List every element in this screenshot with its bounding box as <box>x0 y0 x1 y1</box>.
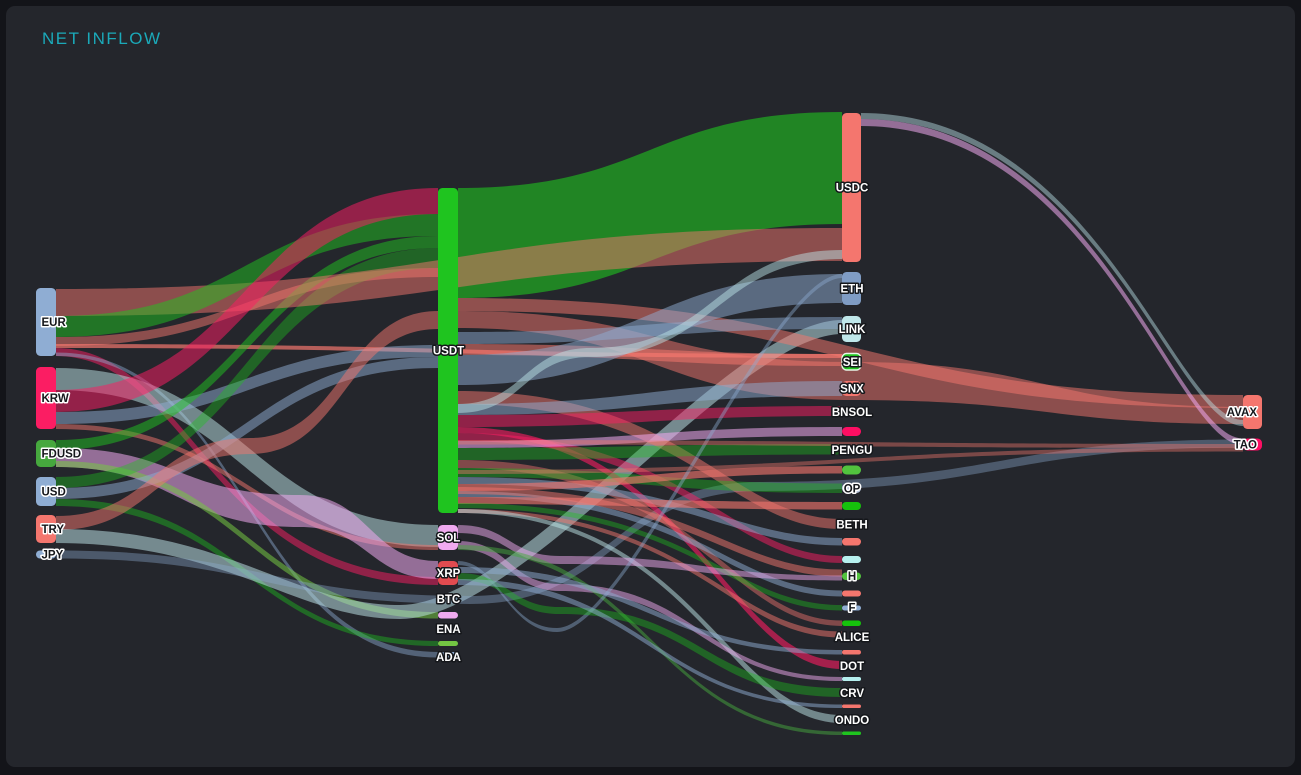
svg-text:BNSOL: BNSOL <box>832 407 872 419</box>
svg-text:LINK: LINK <box>839 324 867 336</box>
svg-text:AVAX: AVAX <box>1227 407 1258 419</box>
svg-text:OP: OP <box>844 484 861 496</box>
svg-text:ETH: ETH <box>841 284 864 296</box>
svg-text:KRW: KRW <box>42 393 69 405</box>
svg-text:USDT: USDT <box>433 346 464 358</box>
svg-text:FDUSD: FDUSD <box>42 449 82 461</box>
svg-text:ALICE: ALICE <box>835 632 870 644</box>
svg-text:JPY: JPY <box>42 550 64 562</box>
svg-text:NET INFLOW: NET INFLOW <box>42 29 162 48</box>
svg-text:BTC: BTC <box>437 594 461 606</box>
svg-text:ONDO: ONDO <box>835 715 870 727</box>
svg-text:EUR: EUR <box>42 317 67 329</box>
svg-text:F: F <box>848 603 855 615</box>
svg-text:SNX: SNX <box>840 384 864 396</box>
svg-text:USDC: USDC <box>836 183 869 195</box>
svg-text:ENA: ENA <box>436 624 460 636</box>
svg-text:TRY: TRY <box>42 524 65 536</box>
svg-text:USD: USD <box>42 487 66 499</box>
svg-text:ADA: ADA <box>436 652 461 664</box>
svg-text:SEI: SEI <box>843 357 862 369</box>
svg-text:DOT: DOT <box>840 661 864 673</box>
svg-text:BETH: BETH <box>836 520 867 532</box>
svg-text:CRV: CRV <box>840 688 864 700</box>
svg-text:H: H <box>848 571 856 583</box>
svg-text:PENGU: PENGU <box>832 445 873 457</box>
svg-text:XRP: XRP <box>437 568 461 580</box>
svg-text:SOL: SOL <box>437 533 461 545</box>
svg-text:TAO: TAO <box>1234 440 1257 452</box>
